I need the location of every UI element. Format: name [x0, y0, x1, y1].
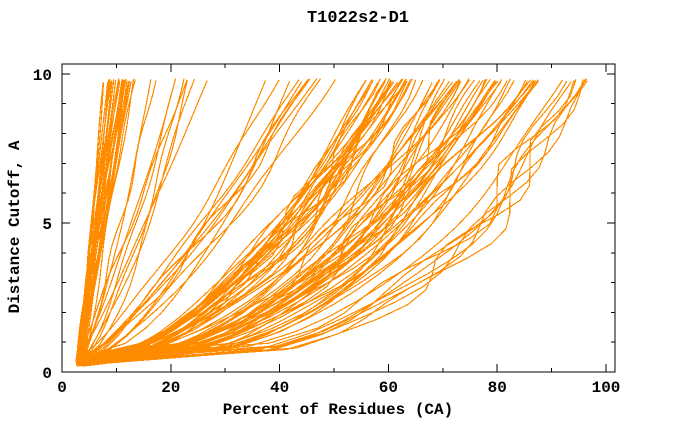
- model-curves-layer: [75, 78, 588, 367]
- y-tick-label-10: 10: [33, 67, 52, 85]
- y-axis-label: Distance Cutoff, A: [6, 140, 24, 313]
- axis-ticks: [61, 64, 615, 373]
- plot-border: [61, 63, 616, 373]
- x-axis-label: Percent of Residues (CA): [223, 401, 453, 419]
- y-tick-label-0: 0: [42, 365, 52, 383]
- x-tick-label-80: 80: [488, 379, 507, 397]
- x-tick-label-100: 100: [592, 379, 621, 397]
- y-tick-label-5: 5: [42, 216, 52, 234]
- chart-title: T1022s2-D1: [307, 9, 409, 28]
- model-curves: [75, 78, 588, 367]
- x-tick-label-20: 20: [161, 379, 180, 397]
- axes-layer: 0 20 40 60 80 100 0 5 10: [33, 63, 621, 397]
- x-tick-label-0: 0: [57, 379, 67, 397]
- x-tick-label-60: 60: [379, 379, 398, 397]
- x-tick-label-40: 40: [270, 379, 289, 397]
